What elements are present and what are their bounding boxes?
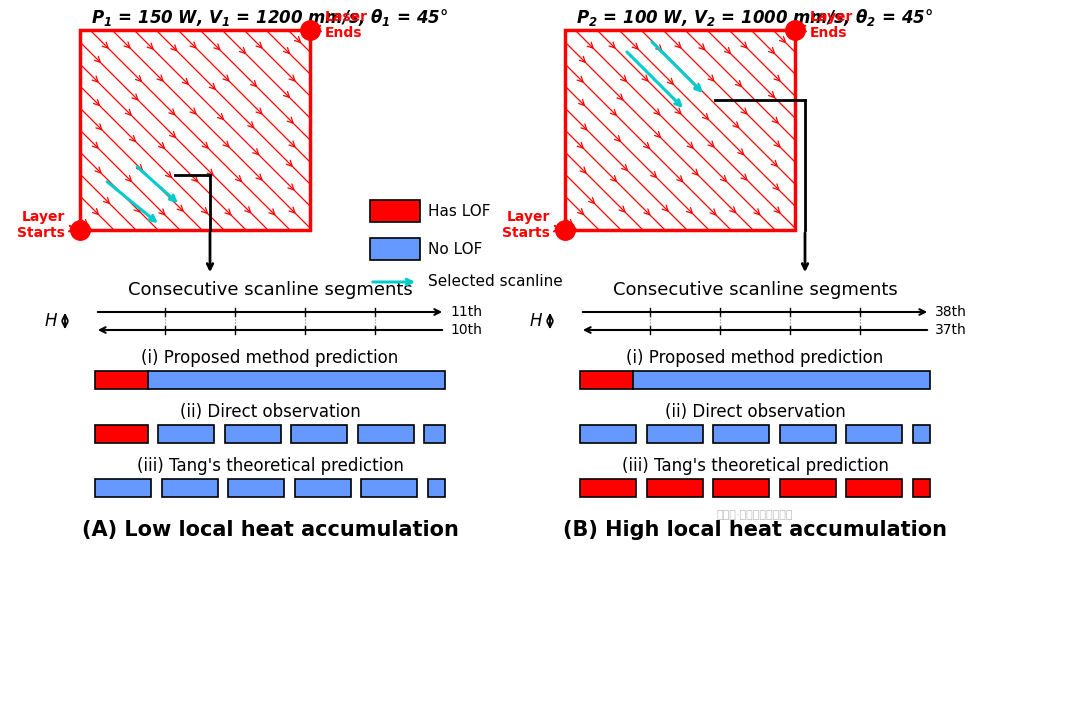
Bar — [846, 479, 902, 497]
Bar — [647, 479, 702, 497]
Bar — [361, 479, 417, 497]
Bar — [647, 425, 702, 443]
Bar — [713, 479, 769, 497]
Text: (iii) Tang's theoretical prediction: (iii) Tang's theoretical prediction — [622, 457, 889, 475]
Bar — [780, 425, 836, 443]
Bar — [95, 371, 148, 389]
Bar — [780, 479, 836, 497]
Text: Has LOF: Has LOF — [428, 204, 490, 218]
Text: Laser
Ends: Laser Ends — [315, 10, 368, 40]
Bar — [846, 425, 902, 443]
Bar — [158, 425, 214, 443]
Bar — [95, 425, 148, 443]
Bar — [291, 425, 347, 443]
Bar — [428, 479, 445, 497]
Bar — [95, 479, 151, 497]
Text: 公众号·增材制造技术前沿: 公众号·增材制造技术前沿 — [717, 510, 793, 520]
Bar — [295, 479, 351, 497]
Bar — [162, 479, 217, 497]
Text: Layer
Ends: Layer Ends — [800, 10, 853, 40]
Bar — [370, 200, 420, 222]
Text: (i) Proposed method prediction: (i) Proposed method prediction — [626, 349, 883, 367]
Bar — [424, 425, 445, 443]
Bar — [580, 425, 636, 443]
Text: $\bfit{P}_2$ = 100 W, $\bfit{V}_2$ = 1000 $\bfit{mm/s}$, $\bfit{\theta}_2$ = 45°: $\bfit{P}_2$ = 100 W, $\bfit{V}_2$ = 100… — [577, 8, 933, 28]
Text: H: H — [44, 312, 57, 330]
Bar — [148, 371, 445, 389]
Bar — [228, 479, 284, 497]
Bar — [713, 425, 769, 443]
Text: 10th: 10th — [450, 323, 482, 337]
Text: (iii) Tang's theoretical prediction: (iii) Tang's theoretical prediction — [136, 457, 404, 475]
Text: Layer
Starts: Layer Starts — [502, 210, 559, 240]
Bar — [633, 371, 930, 389]
Text: Selected scanline: Selected scanline — [428, 274, 563, 289]
Text: 11th: 11th — [450, 305, 482, 319]
Text: (A) Low local heat accumulation: (A) Low local heat accumulation — [82, 520, 458, 540]
Bar — [580, 479, 636, 497]
Bar — [370, 238, 420, 260]
Text: (ii) Direct observation: (ii) Direct observation — [664, 403, 846, 421]
Text: 37th: 37th — [935, 323, 967, 337]
Text: No LOF: No LOF — [428, 242, 483, 257]
Text: 38th: 38th — [935, 305, 967, 319]
Bar — [580, 371, 633, 389]
Bar — [357, 425, 414, 443]
Text: (ii) Direct observation: (ii) Direct observation — [179, 403, 361, 421]
Text: Layer
Starts: Layer Starts — [17, 210, 75, 240]
Bar — [80, 30, 310, 230]
Text: Consecutive scanline segments: Consecutive scanline segments — [612, 281, 897, 299]
Text: (i) Proposed method prediction: (i) Proposed method prediction — [141, 349, 399, 367]
Text: (B) High local heat accumulation: (B) High local heat accumulation — [563, 520, 947, 540]
Text: H: H — [529, 312, 542, 330]
Bar — [565, 30, 795, 230]
Text: Consecutive scanline segments: Consecutive scanline segments — [127, 281, 413, 299]
Bar — [913, 479, 930, 497]
Bar — [80, 30, 310, 230]
Bar — [565, 30, 795, 230]
Bar — [913, 425, 930, 443]
Text: $\bfit{P}_1$ = 150 W, $\bfit{V}_1$ = 1200 $\bfit{mm/s}$, $\bfit{\theta}_1$ = 45°: $\bfit{P}_1$ = 150 W, $\bfit{V}_1$ = 120… — [92, 8, 448, 28]
Bar — [225, 425, 281, 443]
